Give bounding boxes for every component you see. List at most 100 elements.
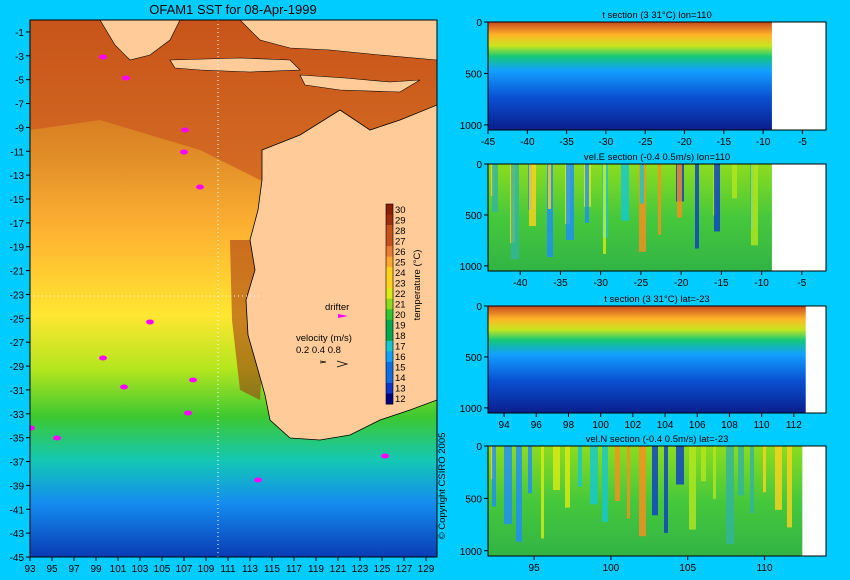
map-x-tick-label: 107 xyxy=(176,564,193,575)
map-y-tick-label: -41 xyxy=(10,505,25,516)
map-frame xyxy=(29,19,438,558)
sumatra-landmass xyxy=(99,20,181,61)
map-x-tick-label: 129 xyxy=(418,564,435,575)
velocity-streak xyxy=(621,164,629,221)
drifter-marker xyxy=(184,410,192,416)
velocity-streak xyxy=(627,446,630,519)
colorbar-tick-label: 12 xyxy=(395,394,406,405)
velocity-streak xyxy=(548,164,551,209)
drifter-legend-marker xyxy=(338,314,348,318)
map-y-tick-label: -35 xyxy=(10,434,25,445)
map-y-tick-label: -13 xyxy=(10,171,25,182)
colorbar-tick-label: 19 xyxy=(395,321,406,332)
colorbar-tick-label: 16 xyxy=(395,352,406,363)
velocity-streak xyxy=(713,446,716,499)
java-landmass xyxy=(169,57,301,73)
map-y-tick-label: -15 xyxy=(10,195,25,206)
map-x-tick-label: 127 xyxy=(396,564,413,575)
map-x-tick-label: 103 xyxy=(132,564,149,575)
section-x-tick-label: 104 xyxy=(657,420,674,431)
australia-landmass xyxy=(245,104,437,441)
section-x-tick-label: -35 xyxy=(553,278,568,289)
map-y-ticks: -1 -3 -5 -7 -9 -11 -13 -15 -17 -19 -21 -23 -25 -27 -29… xyxy=(10,28,30,564)
drifter-marker xyxy=(53,435,61,441)
section-frame xyxy=(487,163,827,272)
velocity-streak xyxy=(639,446,646,537)
velocity-streak xyxy=(615,446,620,501)
section-y-tick-label: 1000 xyxy=(460,547,483,558)
velocity-streak xyxy=(492,164,498,213)
velocity-streak xyxy=(763,446,766,493)
colorbar-cell xyxy=(386,372,393,384)
section-y-tick-label: 500 xyxy=(465,353,482,364)
section-x-tick-label: -25 xyxy=(634,278,649,289)
temperature-section-field xyxy=(488,22,772,130)
velocity-streak xyxy=(529,164,536,227)
map-y-tick-label: -7 xyxy=(15,100,24,111)
section-x-tick-label: 102 xyxy=(625,420,642,431)
velocity-arrow-large xyxy=(336,360,349,368)
map-x-tick-label: 109 xyxy=(198,564,215,575)
velocity-streak xyxy=(585,164,589,223)
map-x-tick-label: 115 xyxy=(264,564,280,575)
section-frame xyxy=(487,305,827,414)
velocity-streak xyxy=(639,164,646,252)
colorbar-tick-label: 25 xyxy=(395,257,406,268)
map-x-tick-label: 113 xyxy=(242,564,258,575)
section-x-tick-label: 108 xyxy=(721,420,738,431)
section-x-tick-label: 100 xyxy=(592,420,609,431)
drifter-marker xyxy=(120,384,128,390)
colorbar-cell xyxy=(386,235,393,247)
section-panel-4: vel.N section (-0.4 0.5m/s) lat=-23 95 100… xyxy=(460,434,827,574)
section-x-tick-label: -40 xyxy=(513,278,528,289)
velocity-streak xyxy=(516,446,522,542)
colorbar-cell xyxy=(386,340,393,352)
colorbar-tick-label: 21 xyxy=(395,300,406,311)
velocity-streak xyxy=(695,164,699,249)
map-y-tick-label: -1 xyxy=(15,28,24,39)
section-frame xyxy=(487,445,827,557)
section-x-tick-label: -45 xyxy=(481,137,496,148)
section-x-tick-label: 105 xyxy=(679,563,696,574)
colorbar-tick-label: 30 xyxy=(395,205,406,216)
section-x-tick-label: -30 xyxy=(599,137,614,148)
velocity-streak xyxy=(511,164,519,260)
section-x-tick-label: -30 xyxy=(593,278,608,289)
map-y-tick-label: -37 xyxy=(10,458,25,469)
section-y-tick-label: 0 xyxy=(476,442,482,453)
colorbar-cell xyxy=(386,361,393,373)
section-panel-2: vel.E section (-0.4 0.5m/s) lon=110 -40 -3… xyxy=(460,152,827,289)
velocity-streak xyxy=(652,446,658,516)
colorbar-cell xyxy=(386,393,393,405)
colorbar-tick-label: 29 xyxy=(395,215,406,226)
colorbar-tick-label: 22 xyxy=(395,289,406,300)
section-x-tick-label: 98 xyxy=(563,420,575,431)
drifter-marker xyxy=(181,127,189,133)
velocity-streak xyxy=(566,164,574,240)
section-x-tick-label: 106 xyxy=(689,420,706,431)
map-y-tick-label: -25 xyxy=(10,314,25,325)
velocity-streak xyxy=(714,164,720,232)
map-y-tick-label: -29 xyxy=(10,362,25,373)
map-y-tick-label: -5 xyxy=(15,76,24,87)
section-y-tick-label: 500 xyxy=(465,494,482,505)
colorbar-tick-label: 14 xyxy=(395,373,406,384)
colorbar-cell xyxy=(386,382,393,394)
colorbar-cell xyxy=(386,256,393,268)
section-title: vel.N section (-0.4 0.5m/s) lat=-23 xyxy=(586,434,729,445)
colorbar-cell xyxy=(386,330,393,342)
drifter-marker xyxy=(381,453,389,459)
velocity-streak xyxy=(602,446,608,522)
section-x-tick-label: 110 xyxy=(757,563,773,574)
colorbar-label: temperature (°C) xyxy=(412,250,423,321)
velocity-streak xyxy=(775,446,782,510)
velocity-legend-label: velocity (m/s) xyxy=(296,333,352,344)
nusa-tenggara-landmass xyxy=(299,74,421,93)
velocity-streak xyxy=(751,164,758,246)
section-y-tick-label: 1000 xyxy=(460,262,483,273)
velocity-streak xyxy=(547,164,553,258)
drifter-marker xyxy=(99,355,107,361)
section-x-tick-label: -10 xyxy=(754,278,769,289)
section-y-tick-label: 1000 xyxy=(460,121,483,132)
section-title: t section (3 31°C) lat=-23 xyxy=(604,294,709,305)
